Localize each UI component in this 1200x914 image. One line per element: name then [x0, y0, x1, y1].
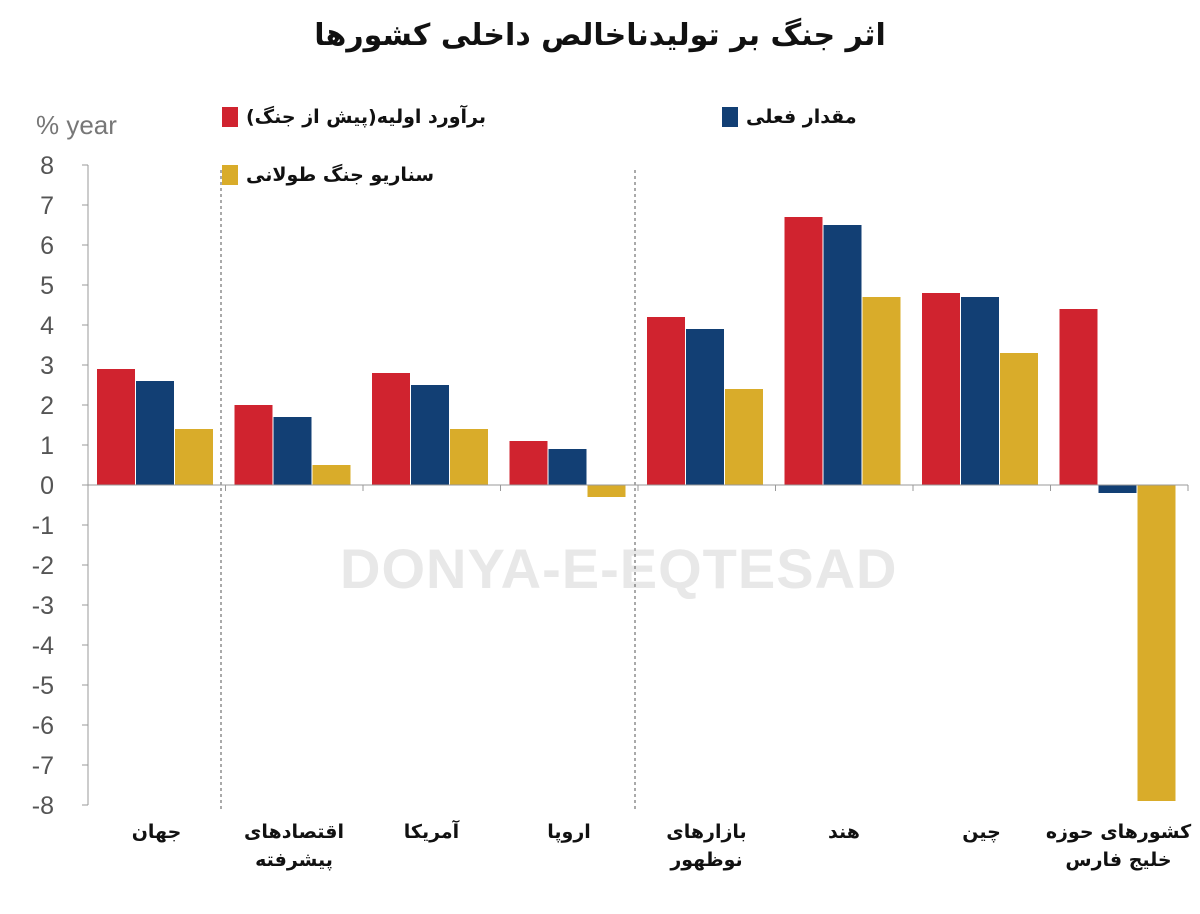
bar: [372, 373, 410, 485]
y-axis-label: % year: [36, 110, 117, 140]
legend-label: برآورد اولیه(پیش از جنگ): [246, 106, 487, 128]
y-tick-label: 1: [40, 432, 54, 460]
bar: [273, 417, 312, 485]
y-tick-label: 0: [40, 472, 54, 500]
bar: [823, 225, 862, 485]
bar: [647, 317, 685, 485]
x-tick-label: بازارهای نوظهور: [666, 821, 747, 871]
bar: [1137, 485, 1176, 801]
legend-swatch: [222, 107, 238, 127]
bar: [175, 429, 213, 485]
y-tick-label: 7: [40, 192, 54, 220]
x-tick-label: چین: [962, 821, 1001, 843]
legend-swatch: [722, 107, 738, 127]
bar: [548, 449, 587, 485]
bar: [862, 297, 901, 485]
bar: [922, 293, 960, 485]
bar: [784, 217, 823, 485]
legend-label: سناریو جنگ طولانی: [246, 164, 435, 186]
bar: [1059, 309, 1098, 485]
x-tick-label: هند: [828, 821, 860, 843]
x-tick-label: جهان: [131, 821, 182, 843]
y-tick-label: -4: [32, 632, 54, 660]
x-tick-label: اقتصادهای پیشرفته: [243, 821, 345, 871]
chart-title: اثر جنگ بر تولیدناخالص داخلی کشورها: [314, 18, 886, 53]
bar: [686, 329, 724, 485]
y-tick-label: -7: [32, 752, 54, 780]
bar: [587, 485, 626, 497]
y-tick-label: -3: [32, 592, 54, 620]
y-tick-label: 8: [40, 152, 54, 180]
legend-item-initial: برآورد اولیه(پیش از جنگ): [222, 106, 486, 128]
bar: [411, 385, 449, 485]
bar: [509, 441, 548, 485]
y-tick-label: -6: [32, 712, 54, 740]
x-tick-label: اروپا: [547, 821, 591, 843]
y-tick-label: -1: [32, 512, 54, 540]
y-tick-label: -2: [32, 552, 54, 580]
legend-label: مقدار فعلی: [746, 106, 857, 128]
bar: [234, 405, 273, 485]
y-tick-label: -5: [32, 672, 54, 700]
bar: [1098, 485, 1137, 493]
y-tick-label: 2: [40, 392, 54, 420]
y-tick-label: 4: [40, 312, 54, 340]
legend-item-long-war: سناریو جنگ طولانی: [222, 164, 434, 186]
watermark: DONYA-E-EQTESAD: [340, 537, 898, 600]
y-tick-label: 6: [40, 232, 54, 260]
y-tick-label: 3: [40, 352, 54, 380]
x-tick-label: آمریکا: [403, 821, 460, 843]
bar: [97, 369, 135, 485]
x-tick-label: کشورهای حوزه خلیج فارس: [1045, 821, 1192, 871]
bar: [1000, 353, 1038, 485]
y-tick-label: -8: [32, 792, 54, 820]
bar: [136, 381, 174, 485]
bar: [725, 389, 763, 485]
y-tick-label: 5: [40, 272, 54, 300]
legend-item-current: مقدار فعلی: [722, 106, 857, 128]
legend-swatch: [222, 165, 238, 185]
bar: [450, 429, 488, 485]
bar: [312, 465, 351, 485]
bar: [961, 297, 999, 485]
